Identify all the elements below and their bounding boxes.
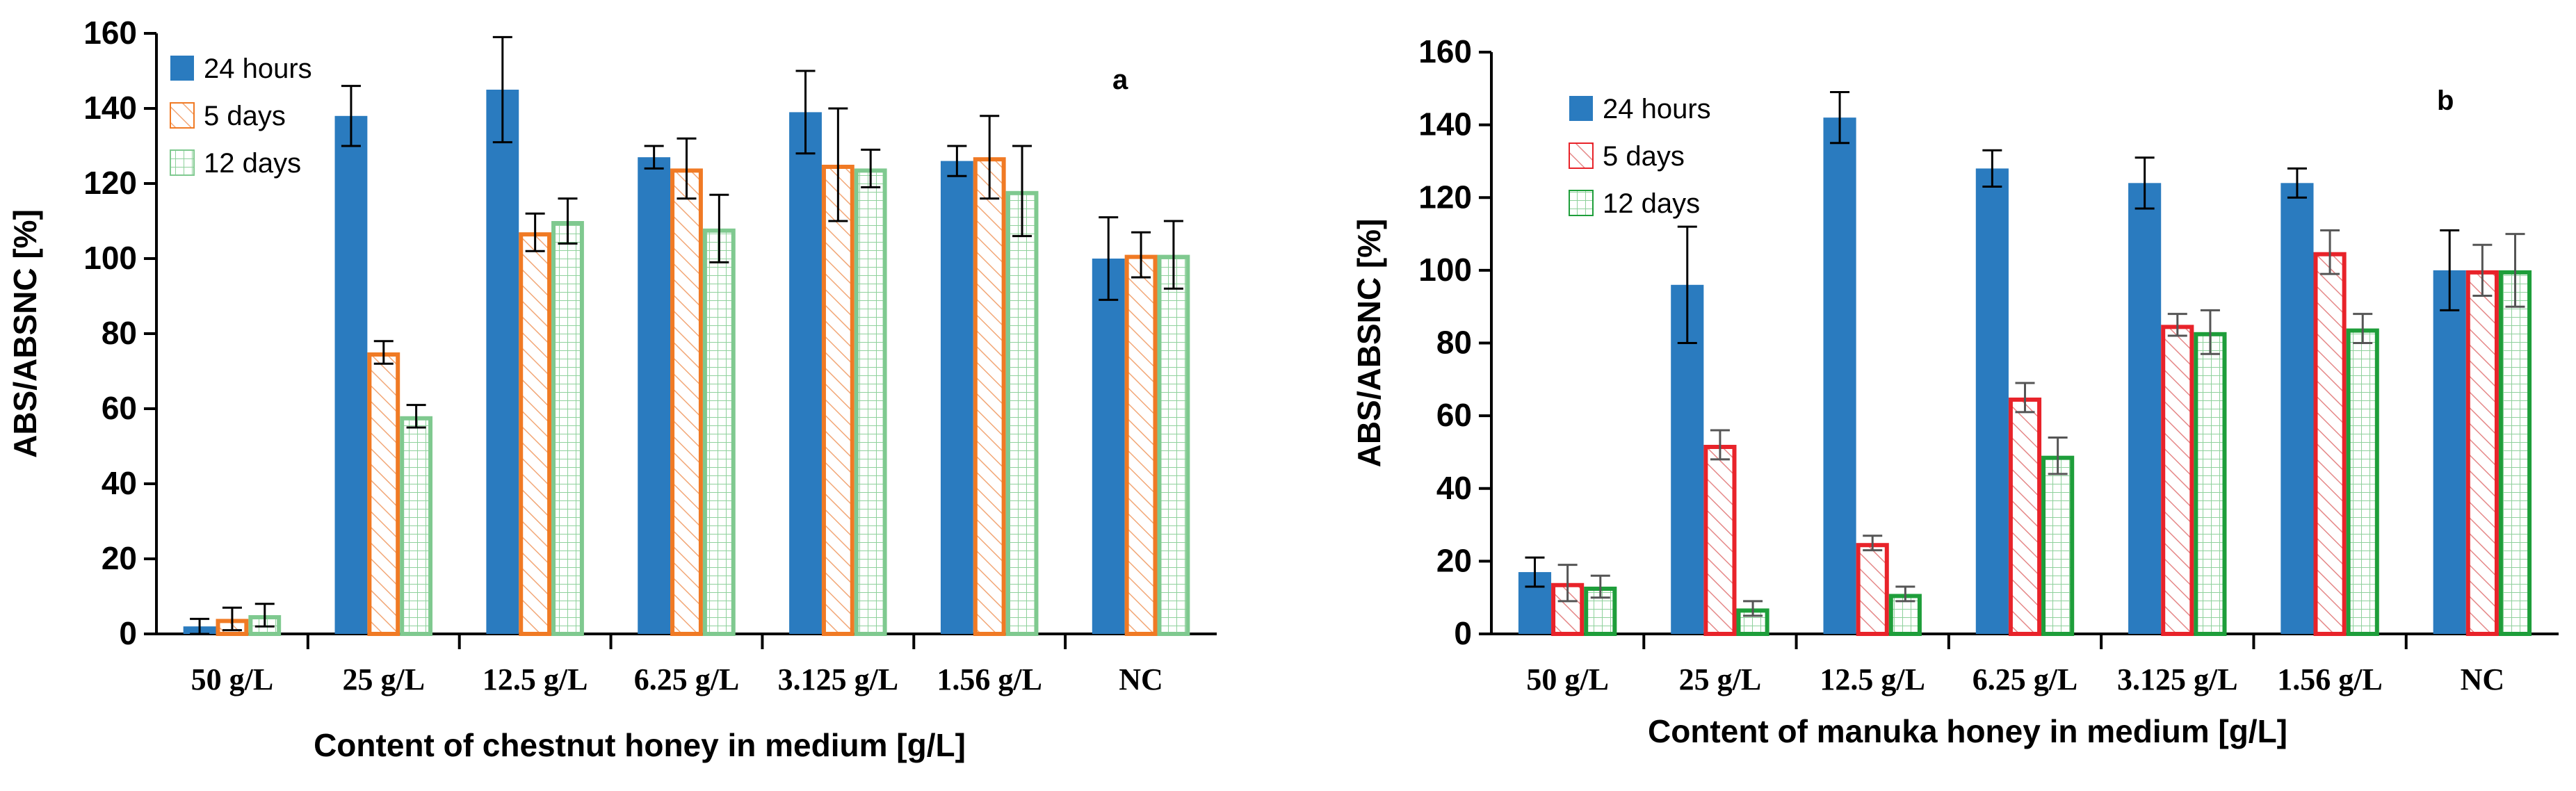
bar-24-hours-6 (2433, 270, 2466, 634)
y-tick-label: 140 (83, 90, 137, 126)
bar-12-days-5 (1005, 190, 1039, 636)
chart-a: 0 20 40 60 80 100 120 140 160 50 g/L 25 g/L 12.5 g/… (7, 15, 1217, 763)
y-tick-label: 100 (1418, 252, 1472, 288)
y-tick-label: 20 (1436, 542, 1472, 578)
bar-5-days-2 (1856, 543, 1889, 636)
panel-letter: b (2437, 85, 2454, 116)
bar-5-days-6 (2465, 270, 2499, 636)
y-tick-label: 20 (102, 540, 137, 576)
legend-label: 12 days (1603, 188, 1700, 219)
y-tick-label: 120 (83, 165, 137, 201)
x-tick-label: 1.56 g/L (937, 662, 1042, 696)
chart-b: 0 20 40 60 80 100 120 140 160 50 g/L 25 g/L 12.5 g/… (1351, 33, 2559, 749)
legend-label: 24 hours (204, 54, 312, 84)
bar-12-days-2 (1888, 594, 1922, 636)
bar-5-days-6 (1124, 254, 1158, 637)
x-tick-label: NC (1119, 662, 1163, 696)
x-tick-label: 25 g/L (342, 662, 425, 696)
bar-5-days-3 (2008, 397, 2042, 636)
bar-12-days-6 (1157, 254, 1190, 637)
x-axis-title: Content of manuka honey in medium [g/L] (1648, 713, 2287, 749)
bar-12-days-4 (854, 168, 887, 636)
y-tick-label: 160 (1418, 33, 1472, 70)
legend-swatch (170, 102, 195, 129)
x-tick-label: 25 g/L (1679, 662, 1762, 696)
legend-label: 12 days (204, 148, 301, 179)
bar-24-hours-4 (2128, 183, 2162, 634)
bar-12-days-4 (2194, 332, 2227, 636)
y-axis-title: ABS/ABSNC [%] (1351, 219, 1387, 468)
bar-12-days-3 (702, 228, 736, 636)
legend-label: 5 days (1603, 141, 1685, 172)
x-tick-label: 6.25 g/L (1972, 662, 2078, 696)
bar-5-days-4 (821, 165, 854, 636)
bar-24-hours-6 (1092, 259, 1125, 634)
bar-12-days-6 (2498, 270, 2532, 636)
x-tick-label: NC (2461, 662, 2505, 696)
bar-12-days-1 (400, 416, 433, 636)
y-tick-label: 160 (83, 15, 137, 51)
y-tick-label: 100 (83, 240, 137, 276)
x-tick-label: 6.25 g/L (634, 662, 740, 696)
y-tick-label: 0 (1454, 615, 1472, 651)
legend-swatch (170, 149, 195, 176)
bar-24-hours-2 (1823, 117, 1856, 635)
panel-letter: a (1112, 65, 1128, 95)
x-axis-title: Content of chestnut honey in medium [g/L… (314, 727, 966, 763)
x-tick-label: 12.5 g/L (483, 662, 588, 696)
bar-12-days-3 (2041, 455, 2075, 637)
bar-5-days-4 (2161, 325, 2194, 636)
bar-24-hours-2 (486, 90, 519, 634)
bar-24-hours-4 (789, 112, 822, 634)
legend-swatch (1569, 142, 1594, 169)
bar-5-days-1 (367, 352, 400, 636)
x-tick-label: 50 g/L (191, 662, 274, 696)
bar-5-days-5 (973, 157, 1006, 636)
bar-5-days-5 (2313, 252, 2347, 636)
y-tick-label: 140 (1418, 106, 1472, 142)
y-tick-label: 60 (102, 390, 137, 426)
legend-swatch (1569, 96, 1593, 121)
bar-24-hours-1 (334, 115, 368, 635)
x-tick-label: 3.125 g/L (2117, 662, 2238, 696)
y-tick-label: 40 (102, 465, 137, 501)
bar-12-days-5 (2346, 328, 2379, 636)
bar-5-days-3 (670, 168, 703, 636)
bar-5-days-2 (519, 232, 552, 636)
bar-24-hours-5 (940, 161, 973, 635)
y-tick-label: 0 (119, 615, 137, 651)
y-tick-label: 60 (1436, 397, 1472, 433)
y-tick-label: 40 (1436, 470, 1472, 506)
y-tick-label: 120 (1418, 179, 1472, 215)
y-axis-title: ABS/ABSNC [%] (7, 209, 43, 458)
legend-swatch (1569, 190, 1594, 216)
x-tick-label: 3.125 g/L (778, 662, 899, 696)
bar-24-hours-5 (2281, 183, 2314, 634)
legend-label: 24 hours (1603, 94, 1711, 124)
x-tick-label: 12.5 g/L (1820, 662, 1925, 696)
bar-24-hours-3 (638, 157, 671, 634)
y-tick-label: 80 (1436, 325, 1472, 361)
bar-5-days-1 (1703, 444, 1737, 636)
bar-12-days-2 (551, 221, 584, 636)
legend-label: 5 days (204, 101, 286, 131)
bar-24-hours-3 (1975, 168, 2009, 634)
x-tick-label: 50 g/L (1526, 662, 1609, 696)
legend-swatch (170, 56, 194, 81)
y-tick-label: 80 (102, 315, 137, 351)
x-tick-label: 1.56 g/L (2277, 662, 2383, 696)
